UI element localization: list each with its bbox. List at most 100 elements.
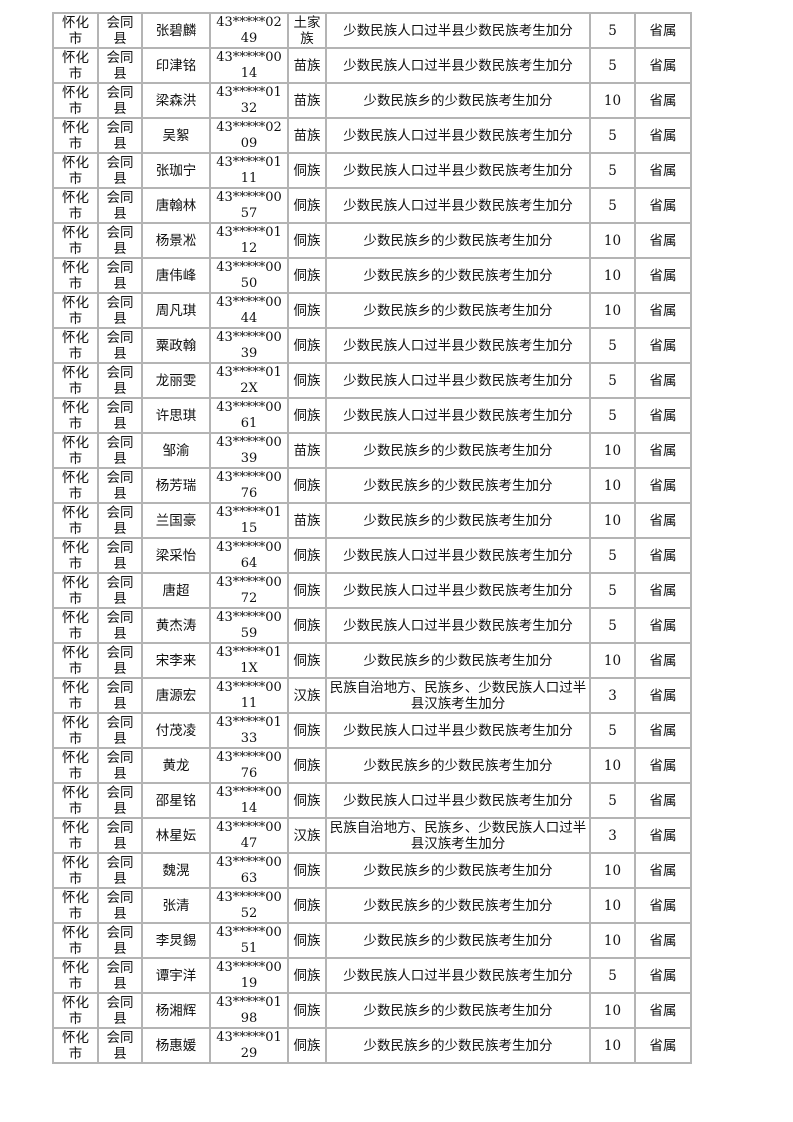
ethnicity-cell: 侗族 xyxy=(287,747,327,784)
level-cell: 省属 xyxy=(634,257,692,294)
reason-cell: 少数民族乡的少数民族考生加分 xyxy=(325,502,591,539)
county-cell: 会同县 xyxy=(97,747,143,784)
ethnicity-cell: 侗族 xyxy=(287,922,327,959)
name-cell: 唐翰林 xyxy=(141,187,211,224)
level-cell: 省属 xyxy=(634,432,692,469)
points-cell: 5 xyxy=(589,572,636,609)
reason-cell: 少数民族人口过半县少数民族考生加分 xyxy=(325,152,591,189)
city-cell: 怀化市 xyxy=(52,537,99,574)
points-cell: 5 xyxy=(589,397,636,434)
ethnicity-cell: 侗族 xyxy=(287,292,327,329)
table-row: 怀化市 会同县 付茂凌 43*****0133 侗族 少数民族人口过半县少数民族考生加分 5… xyxy=(52,712,692,749)
ethnicity-cell: 侗族 xyxy=(287,712,327,749)
county-cell: 会同县 xyxy=(97,467,143,504)
ethnicity-cell: 侗族 xyxy=(287,467,327,504)
county-cell: 会同县 xyxy=(97,257,143,294)
points-cell: 5 xyxy=(589,117,636,154)
name-cell: 谭宇洋 xyxy=(141,957,211,994)
reason-cell: 少数民族人口过半县少数民族考生加分 xyxy=(325,712,591,749)
city-cell: 怀化市 xyxy=(52,12,99,49)
city-cell: 怀化市 xyxy=(52,432,99,469)
reason-cell: 少数民族人口过半县少数民族考生加分 xyxy=(325,12,591,49)
city-cell: 怀化市 xyxy=(52,397,99,434)
points-cell: 5 xyxy=(589,152,636,189)
reason-cell: 少数民族人口过半县少数民族考生加分 xyxy=(325,187,591,224)
level-cell: 省属 xyxy=(634,502,692,539)
level-cell: 省属 xyxy=(634,957,692,994)
name-cell: 杨湘辉 xyxy=(141,992,211,1029)
id-number-cell: 43*****0249 xyxy=(209,12,289,49)
ethnicity-cell: 侗族 xyxy=(287,782,327,819)
name-cell: 吴絮 xyxy=(141,117,211,154)
ethnicity-cell: 苗族 xyxy=(287,117,327,154)
city-cell: 怀化市 xyxy=(52,747,99,784)
id-number-cell: 43*****0061 xyxy=(209,397,289,434)
level-cell: 省属 xyxy=(634,82,692,119)
table-row: 怀化市 会同县 杨湘辉 43*****0198 侗族 少数民族乡的少数民族考生加分 10 省属 xyxy=(52,992,692,1029)
level-cell: 省属 xyxy=(634,887,692,924)
name-cell: 杨景凇 xyxy=(141,222,211,259)
city-cell: 怀化市 xyxy=(52,82,99,119)
reason-cell: 少数民族人口过半县少数民族考生加分 xyxy=(325,572,591,609)
level-cell: 省属 xyxy=(634,782,692,819)
table-row: 怀化市 会同县 印津铭 43*****0014 苗族 少数民族人口过半县少数民族考生加分 5… xyxy=(52,47,692,84)
level-cell: 省属 xyxy=(634,187,692,224)
points-cell: 10 xyxy=(589,292,636,329)
city-cell: 怀化市 xyxy=(52,572,99,609)
table-row: 怀化市 会同县 许思琪 43*****0061 侗族 少数民族人口过半县少数民族考生加分 5… xyxy=(52,397,692,434)
reason-cell: 少数民族乡的少数民族考生加分 xyxy=(325,467,591,504)
county-cell: 会同县 xyxy=(97,292,143,329)
id-number-cell: 43*****0076 xyxy=(209,467,289,504)
ethnicity-cell: 侗族 xyxy=(287,957,327,994)
county-cell: 会同县 xyxy=(97,887,143,924)
points-cell: 5 xyxy=(589,47,636,84)
name-cell: 张珈宁 xyxy=(141,152,211,189)
points-cell: 5 xyxy=(589,187,636,224)
city-cell: 怀化市 xyxy=(52,607,99,644)
level-cell: 省属 xyxy=(634,362,692,399)
name-cell: 李炅錫 xyxy=(141,922,211,959)
ethnicity-cell: 侗族 xyxy=(287,152,327,189)
id-number-cell: 43*****0112 xyxy=(209,222,289,259)
county-cell: 会同县 xyxy=(97,47,143,84)
points-cell: 5 xyxy=(589,537,636,574)
id-number-cell: 43*****0076 xyxy=(209,747,289,784)
name-cell: 魏滉 xyxy=(141,852,211,889)
points-cell: 10 xyxy=(589,992,636,1029)
ethnicity-cell: 侗族 xyxy=(287,992,327,1029)
table-row: 怀化市 会同县 魏滉 43*****0063 侗族 少数民族乡的少数民族考生加分 10 省属 xyxy=(52,852,692,889)
points-cell: 5 xyxy=(589,957,636,994)
ethnicity-cell: 侗族 xyxy=(287,397,327,434)
level-cell: 省属 xyxy=(634,292,692,329)
points-cell: 5 xyxy=(589,712,636,749)
id-number-cell: 43*****0209 xyxy=(209,117,289,154)
county-cell: 会同县 xyxy=(97,852,143,889)
level-cell: 省属 xyxy=(634,117,692,154)
reason-cell: 少数民族乡的少数民族考生加分 xyxy=(325,222,591,259)
id-number-cell: 43*****0198 xyxy=(209,992,289,1029)
id-number-cell: 43*****0059 xyxy=(209,607,289,644)
id-number-cell: 43*****0133 xyxy=(209,712,289,749)
reason-cell: 少数民族乡的少数民族考生加分 xyxy=(325,852,591,889)
county-cell: 会同县 xyxy=(97,817,143,854)
table-row: 怀化市 会同县 杨景凇 43*****0112 侗族 少数民族乡的少数民族考生加分 10 省属 xyxy=(52,222,692,259)
name-cell: 唐超 xyxy=(141,572,211,609)
county-cell: 会同县 xyxy=(97,432,143,469)
id-number-cell: 43*****0039 xyxy=(209,432,289,469)
points-cell: 5 xyxy=(589,782,636,819)
level-cell: 省属 xyxy=(634,712,692,749)
table-row: 怀化市 会同县 邹渝 43*****0039 苗族 少数民族乡的少数民族考生加分 10 省属 xyxy=(52,432,692,469)
table-row: 怀化市 会同县 吴絮 43*****0209 苗族 少数民族人口过半县少数民族考生加分 5 省… xyxy=(52,117,692,154)
county-cell: 会同县 xyxy=(97,82,143,119)
id-number-cell: 43*****0111 xyxy=(209,152,289,189)
table-row: 怀化市 会同县 林星妘 43*****0047 汉族 民族自治地方、民族乡、少数民族人口过… xyxy=(52,817,692,854)
table-body: 怀化市 会同县 张碧麟 43*****0249 土家族 少数民族人口过半县少数民族考生加分… xyxy=(52,12,692,1064)
id-number-cell: 43*****0064 xyxy=(209,537,289,574)
name-cell: 邵星铭 xyxy=(141,782,211,819)
city-cell: 怀化市 xyxy=(52,362,99,399)
city-cell: 怀化市 xyxy=(52,992,99,1029)
table-row: 怀化市 会同县 张清 43*****0052 侗族 少数民族乡的少数民族考生加分 10 省属 xyxy=(52,887,692,924)
id-number-cell: 43*****0050 xyxy=(209,257,289,294)
city-cell: 怀化市 xyxy=(52,222,99,259)
level-cell: 省属 xyxy=(634,922,692,959)
